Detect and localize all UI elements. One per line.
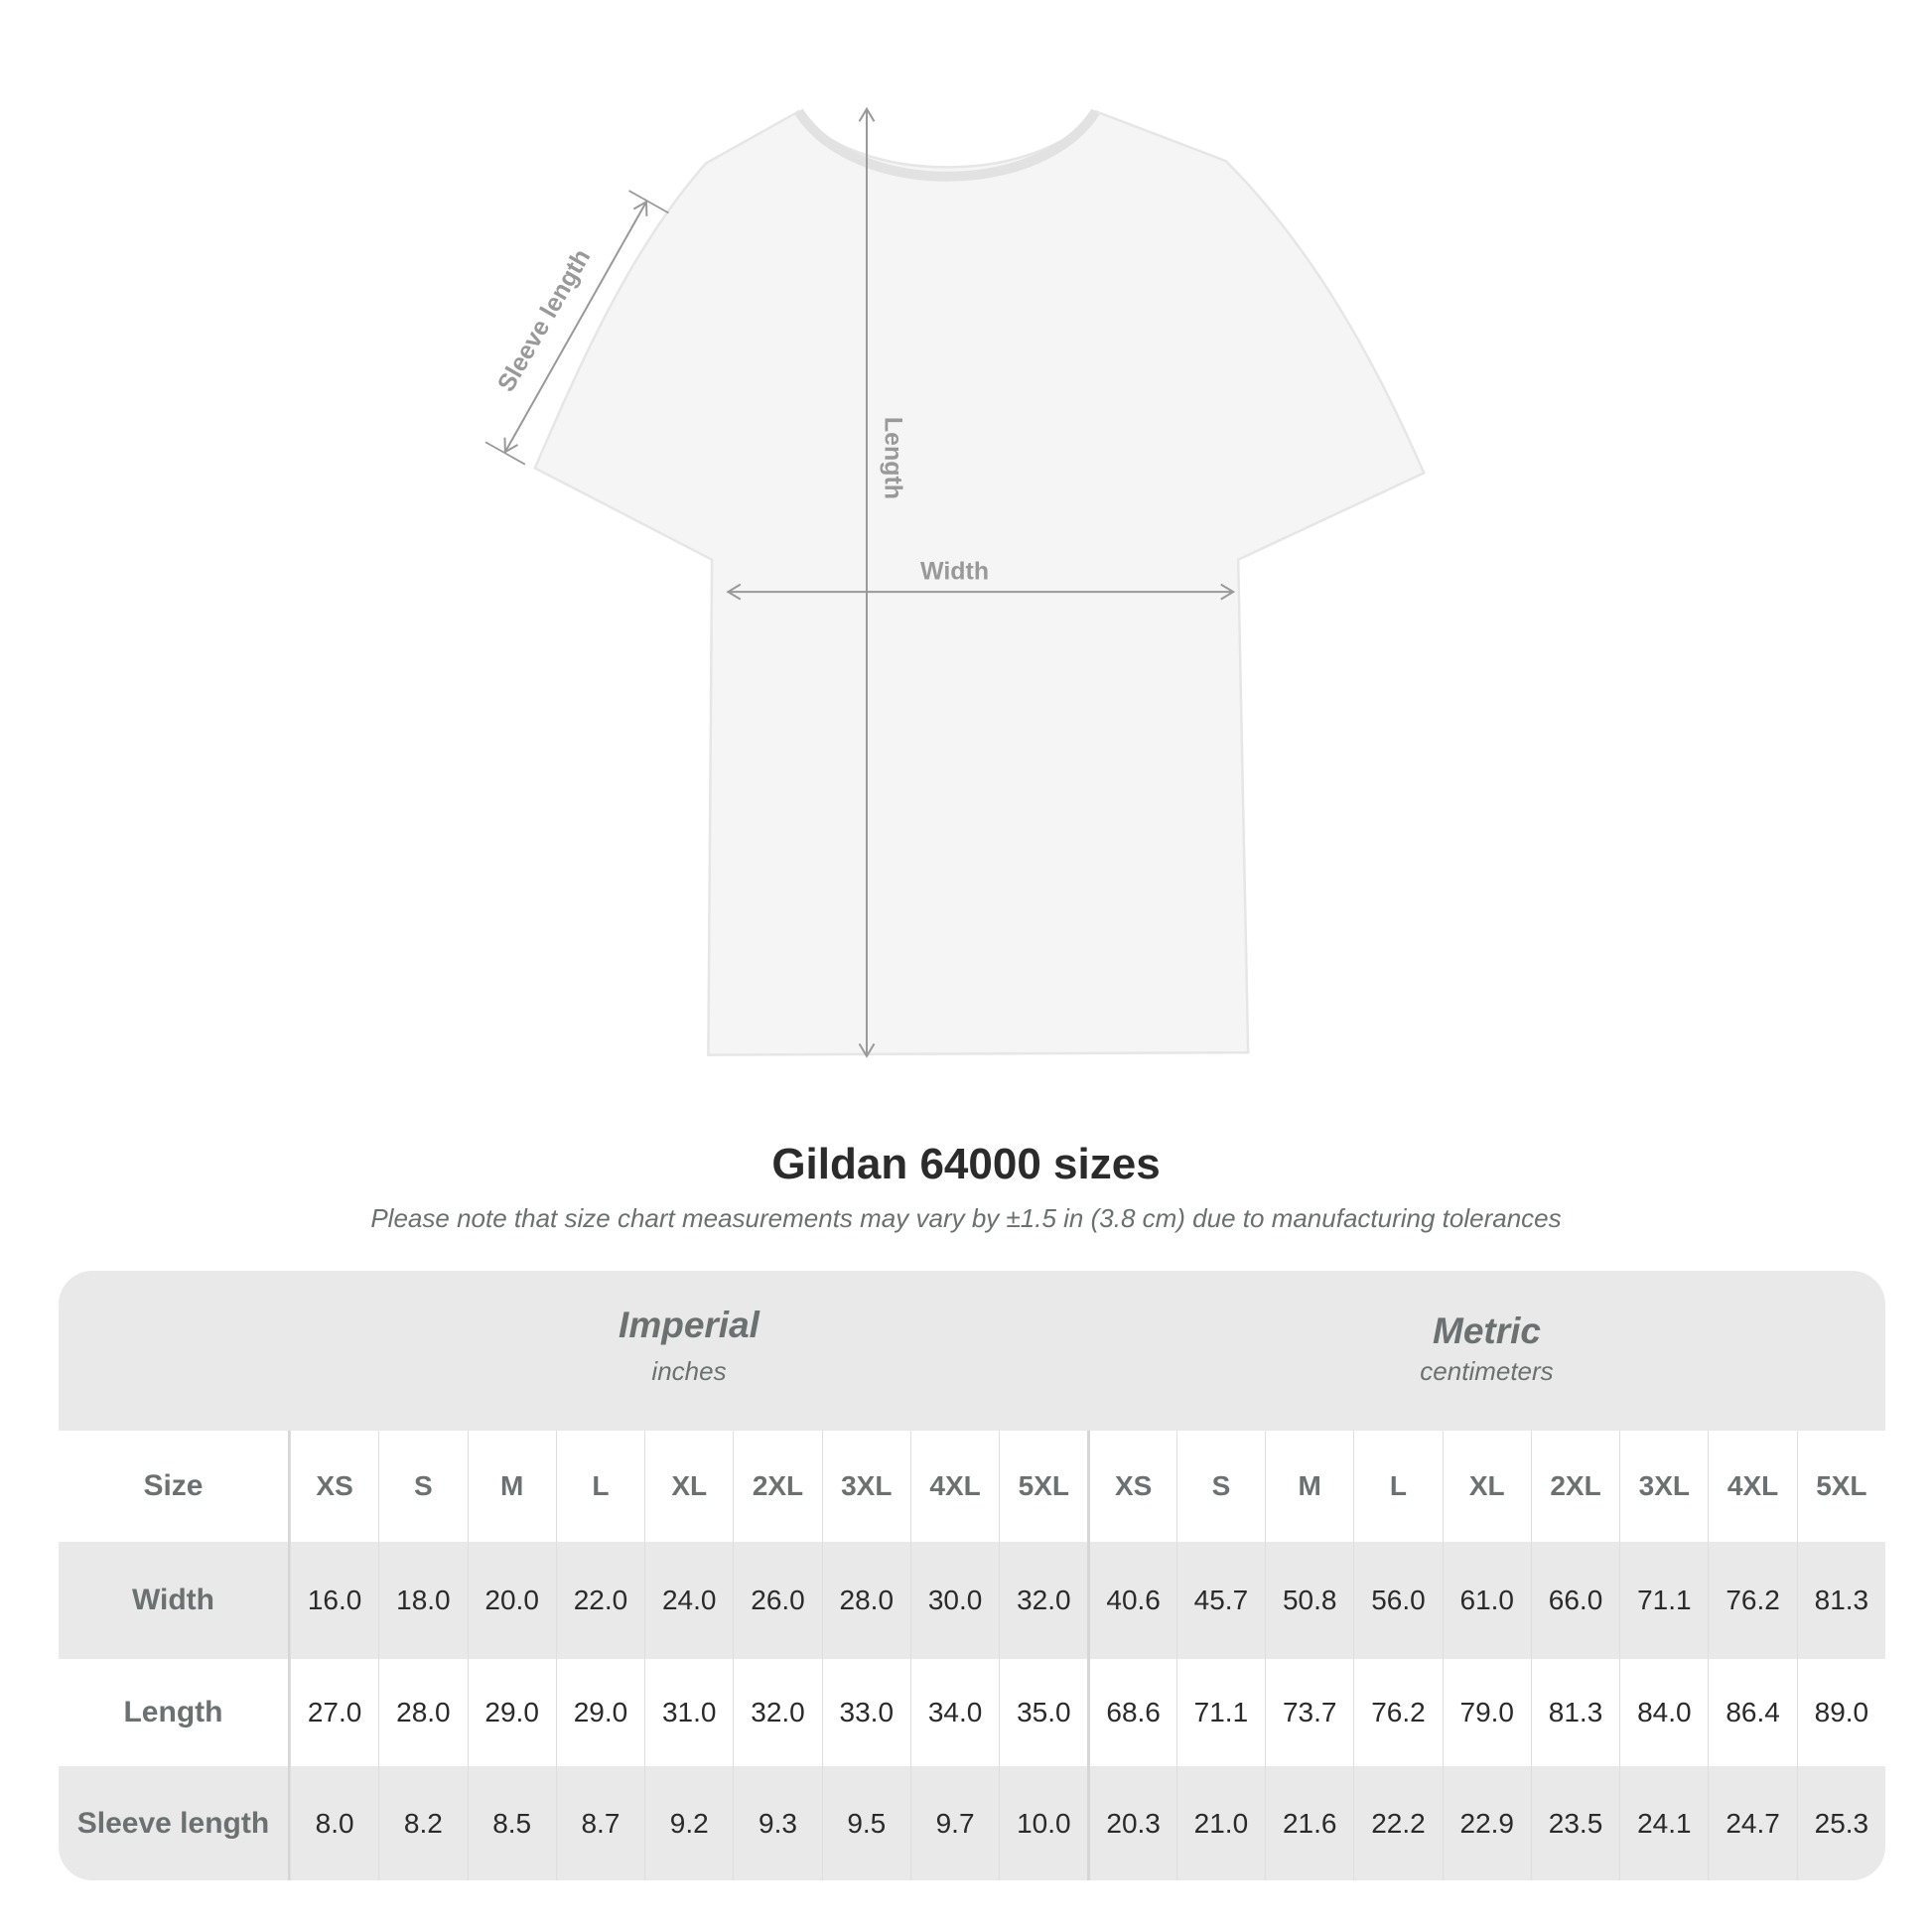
measurement-cell: 8.7 — [555, 1766, 644, 1880]
measurement-cell: 89.0 — [1796, 1659, 1885, 1766]
tshirt-diagram: Sleeve length Length Width — [484, 106, 1426, 1058]
measurement-cell: 8.2 — [378, 1766, 467, 1880]
measurement-cell: 81.3 — [1796, 1542, 1885, 1659]
size-header-cell: 2XL — [733, 1431, 821, 1542]
metric-header: Metric centimeters — [1088, 1271, 1885, 1431]
size-header-cell: XL — [1442, 1431, 1531, 1542]
measurement-cell: 8.5 — [467, 1766, 556, 1880]
measurement-cell: 22.2 — [1353, 1766, 1442, 1880]
measurement-cell: 26.0 — [733, 1542, 821, 1659]
unit-header: Imperial inches Metric centimeters — [59, 1271, 1885, 1431]
size-header-cell: S — [378, 1431, 467, 1542]
measurement-cell: 33.0 — [821, 1659, 910, 1766]
metric-unit: centimeters — [1420, 1356, 1554, 1386]
size-table: Imperial inches Metric centimeters Size … — [59, 1271, 1885, 1880]
measurement-cell: 32.0 — [999, 1542, 1087, 1659]
measurement-cell: 76.2 — [1353, 1659, 1442, 1766]
measurement-cell: 10.0 — [999, 1766, 1087, 1880]
size-header-cell: S — [1175, 1431, 1265, 1542]
measurement-cell: 40.6 — [1087, 1542, 1175, 1659]
size-header-cell: 5XL — [1796, 1431, 1885, 1542]
measurement-cell: 22.9 — [1442, 1766, 1531, 1880]
measurement-cell: 45.7 — [1175, 1542, 1265, 1659]
size-row-label: Size — [59, 1431, 290, 1542]
measurement-cell: 34.0 — [909, 1659, 999, 1766]
table-row: Width 16.0 18.0 20.0 22.0 24.0 26.0 28.0 30.0 32.… — [59, 1542, 1885, 1659]
row-label: Width — [59, 1542, 290, 1659]
measurement-cell: 24.1 — [1619, 1766, 1708, 1880]
measurement-cell: 20.3 — [1087, 1766, 1175, 1880]
measurement-cell: 21.0 — [1175, 1766, 1265, 1880]
measurement-cell: 71.1 — [1619, 1542, 1708, 1659]
size-header-cell: 4XL — [909, 1431, 999, 1542]
measurement-cell: 29.0 — [555, 1659, 644, 1766]
measurement-cell: 23.5 — [1530, 1766, 1619, 1880]
imperial-unit: inches — [651, 1356, 727, 1386]
measurement-cell: 71.1 — [1175, 1659, 1265, 1766]
length-label: Length — [880, 417, 907, 499]
page-title: Gildan 64000 sizes — [771, 1140, 1161, 1188]
table-row: Length 27.0 28.0 29.0 29.0 31.0 32.0 33.0 34.0 35… — [59, 1659, 1885, 1766]
measurement-cell: 81.3 — [1530, 1659, 1619, 1766]
measurement-cell: 28.0 — [821, 1542, 910, 1659]
sleeve-length-arrow — [503, 200, 648, 454]
measurement-cell: 56.0 — [1353, 1542, 1442, 1659]
measurement-cell: 16.0 — [289, 1542, 378, 1659]
imperial-title: Imperial — [619, 1305, 759, 1345]
size-header-cell: 3XL — [821, 1431, 910, 1542]
measurement-cell: 61.0 — [1442, 1542, 1531, 1659]
size-header-cell: XS — [1087, 1431, 1175, 1542]
measurement-cell: 84.0 — [1619, 1659, 1708, 1766]
tolerance-note: Please note that size chart measurements… — [370, 1203, 1562, 1233]
measurement-cell: 20.0 — [467, 1542, 556, 1659]
row-label: Length — [59, 1659, 290, 1766]
size-header-cell: 4XL — [1708, 1431, 1796, 1542]
measurement-cell: 29.0 — [467, 1659, 556, 1766]
measurement-cell: 31.0 — [644, 1659, 733, 1766]
measurement-cell: 86.4 — [1708, 1659, 1796, 1766]
measurement-cell: 50.8 — [1265, 1542, 1353, 1659]
measurement-cell: 28.0 — [378, 1659, 467, 1766]
size-header-cell: L — [555, 1431, 644, 1542]
size-header-cell: 3XL — [1619, 1431, 1708, 1542]
metric-title: Metric — [1433, 1311, 1541, 1351]
size-header-cell: M — [1265, 1431, 1353, 1542]
measurement-cell: 73.7 — [1265, 1659, 1353, 1766]
imperial-header: Imperial inches — [290, 1271, 1088, 1431]
measurement-cell: 35.0 — [999, 1659, 1087, 1766]
measurement-cell: 9.3 — [733, 1766, 821, 1880]
size-header-cell: M — [467, 1431, 556, 1542]
measurement-cell: 9.5 — [821, 1766, 910, 1880]
measurement-cell: 30.0 — [909, 1542, 999, 1659]
measurement-cell: 9.7 — [909, 1766, 999, 1880]
measurement-cell: 32.0 — [733, 1659, 821, 1766]
measurement-cell: 22.0 — [555, 1542, 644, 1659]
measurement-cell: 24.0 — [644, 1542, 733, 1659]
size-header-cell: 5XL — [999, 1431, 1087, 1542]
measurement-cell: 66.0 — [1530, 1542, 1619, 1659]
measurement-cell: 24.7 — [1708, 1766, 1796, 1880]
row-label: Sleeve length — [59, 1766, 290, 1880]
size-header-cell: XL — [644, 1431, 733, 1542]
measurement-cell: 76.2 — [1708, 1542, 1796, 1659]
table-row: Sleeve length 8.0 8.2 8.5 8.7 9.2 9.3 9.5 9.7 10.… — [59, 1766, 1885, 1880]
size-header-cell: XS — [289, 1431, 378, 1542]
size-row: Size XS S M L XL 2XL 3XL 4XL 5XL XS S M L XL 2XL 3XL 4XL… — [59, 1431, 1885, 1542]
size-header-cell: 2XL — [1530, 1431, 1619, 1542]
measurement-cell: 25.3 — [1796, 1766, 1885, 1880]
measurement-cell: 8.0 — [289, 1766, 378, 1880]
measurement-cell: 18.0 — [378, 1542, 467, 1659]
measurement-cell: 27.0 — [289, 1659, 378, 1766]
measurement-cell: 9.2 — [644, 1766, 733, 1880]
width-label: Width — [920, 558, 989, 586]
measurement-cell: 21.6 — [1265, 1766, 1353, 1880]
measurement-cell: 68.6 — [1087, 1659, 1175, 1766]
tshirt-collar — [794, 108, 1100, 182]
measurement-cell: 79.0 — [1442, 1659, 1531, 1766]
size-header-cell: L — [1353, 1431, 1442, 1542]
